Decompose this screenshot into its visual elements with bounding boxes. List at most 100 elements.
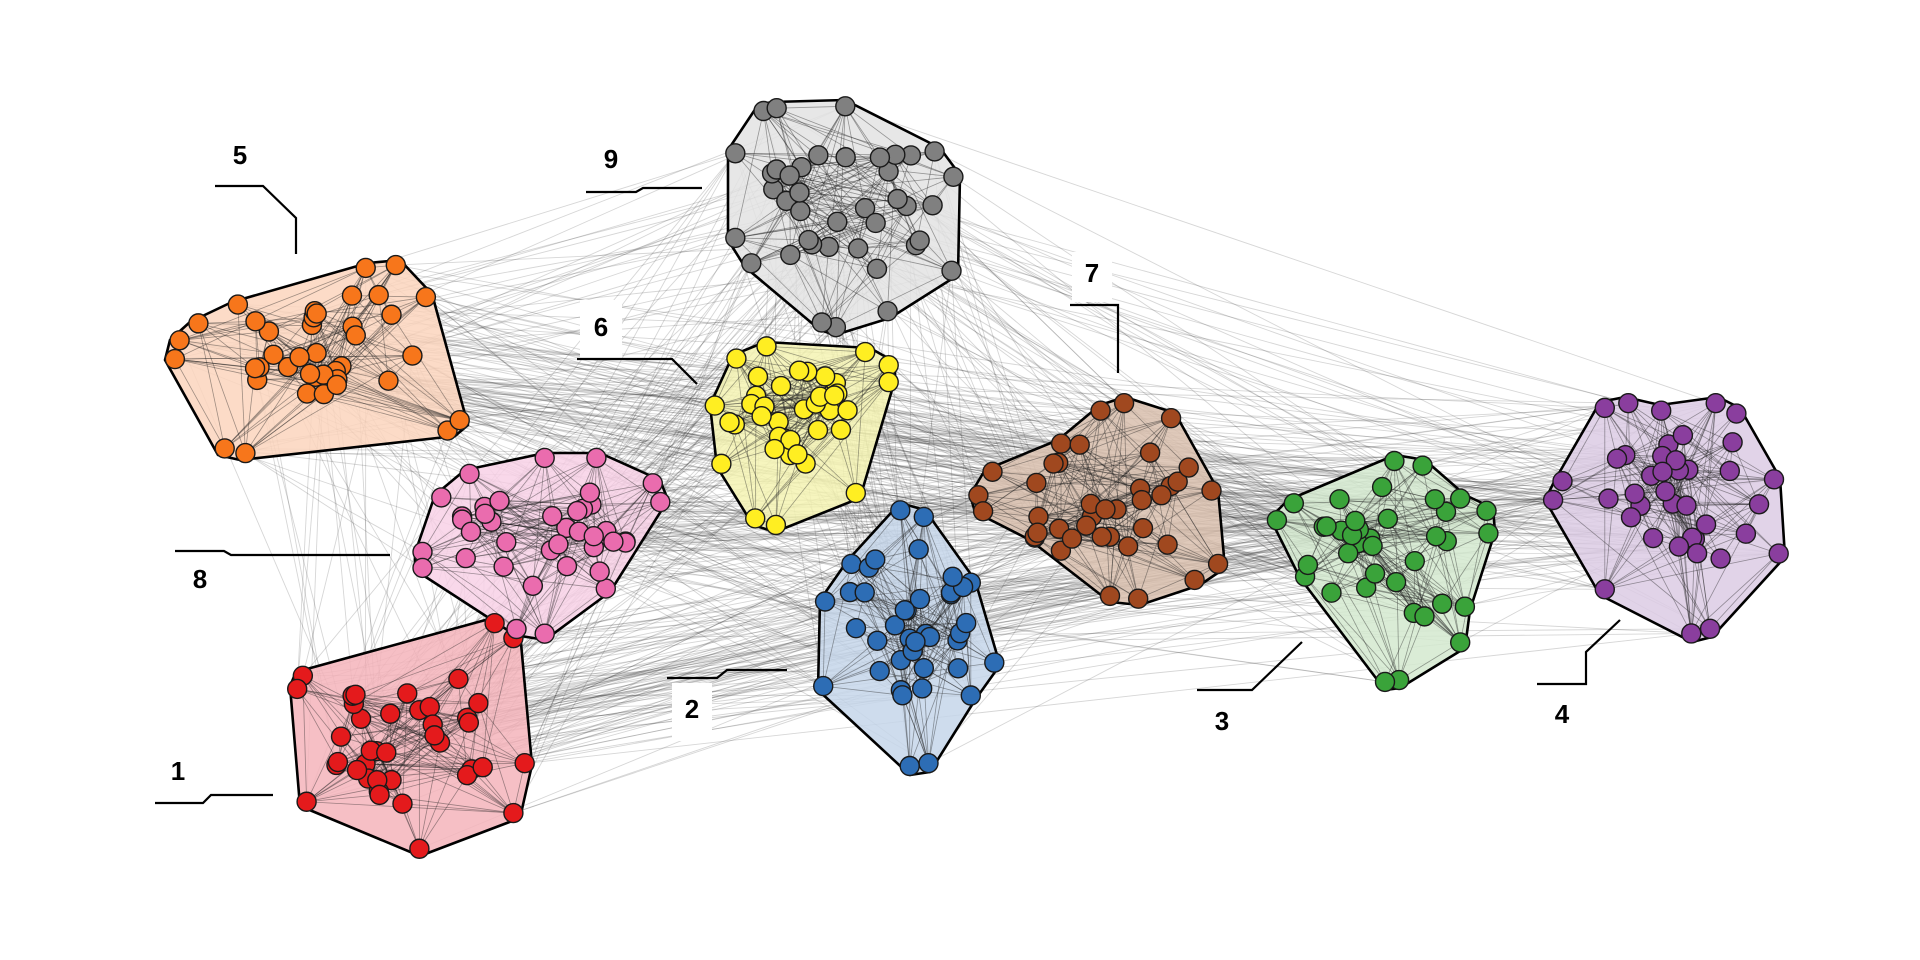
cluster-8-internal-edge <box>422 527 567 553</box>
cluster-4-internal-edge <box>1696 479 1775 554</box>
cluster-8-internal-edge <box>422 551 545 635</box>
cluster-4-node <box>1722 432 1743 453</box>
cluster-3-node <box>1431 593 1453 614</box>
cluster-1-node <box>296 791 317 812</box>
cluster-1-node <box>458 712 480 733</box>
cluster-2-callout: 2 <box>667 668 787 741</box>
cluster-5-node <box>381 304 402 325</box>
cluster-3-internal-edge <box>1366 542 1461 643</box>
cluster-3-node <box>1404 550 1425 572</box>
cluster-5-node <box>164 348 186 370</box>
cluster-2-internal-edge <box>823 685 903 696</box>
cluster-8-internal-edge <box>499 457 597 502</box>
cluster-9-node <box>941 260 962 281</box>
cluster-8-internal-edge <box>441 497 583 510</box>
cluster-3-internal-edge <box>1358 529 1489 534</box>
cluster-7-internal-edge <box>1053 463 1060 529</box>
cluster-9-internal-edge <box>776 108 830 248</box>
inter-cluster-edge <box>951 270 1101 412</box>
cluster-9-internal-edge <box>735 152 898 200</box>
cluster-4-node <box>1665 450 1687 471</box>
cluster-5-internal-edge <box>335 264 397 372</box>
cluster-1-internal-edge <box>458 678 525 764</box>
cluster-3-node <box>1377 508 1399 530</box>
cluster-4-node <box>1672 425 1694 446</box>
cluster-6-label: 6 <box>594 312 608 342</box>
cluster-9-internal-edge <box>790 254 888 312</box>
cluster-1-internal-edge <box>482 623 495 768</box>
cluster-9-node <box>835 147 856 168</box>
cluster-9-node <box>827 211 848 233</box>
cluster-2-internal-edge <box>899 510 958 641</box>
cluster-4-internal-edge <box>1665 470 1730 492</box>
inter-cluster-edge <box>566 537 1035 567</box>
cluster-3-internal-edge <box>1365 587 1400 681</box>
cluster-1-node <box>448 668 469 690</box>
cluster-4-internal-edge <box>1634 493 1711 629</box>
cluster-9-node <box>924 141 945 162</box>
cluster-9-internal-edge <box>800 198 898 212</box>
cluster-4-node <box>1606 448 1628 469</box>
cluster-4-node <box>1681 623 1702 644</box>
cluster-7-node <box>1050 433 1072 454</box>
cluster-6-internal-edge <box>754 364 890 519</box>
cluster-4-internal-edge <box>1634 410 1662 494</box>
inter-cluster-edge <box>467 503 1760 719</box>
cluster-7-node <box>1076 515 1097 536</box>
cluster-1-internal-edge <box>360 718 472 770</box>
cluster-7-node <box>1178 457 1199 478</box>
cluster-6-internal-edge <box>757 376 819 431</box>
cluster-9-label: 9 <box>604 144 618 174</box>
cluster-7-label-background <box>1072 252 1112 302</box>
inter-cluster-edge <box>302 153 736 677</box>
cluster-2-internal-edge <box>928 586 964 764</box>
cluster-5-leader-line <box>215 184 298 254</box>
inter-cluster-edge <box>447 376 759 431</box>
cluster-1-callout: 1 <box>155 756 273 805</box>
cluster-4-internal-edge <box>1652 537 1711 629</box>
cluster-1-node <box>380 703 401 724</box>
cluster-8-internal-edge <box>544 588 607 635</box>
cluster-7-internal-edge <box>982 452 1151 512</box>
inter-cluster-edge <box>365 267 916 643</box>
cluster-5-node <box>341 285 363 306</box>
cluster-4-internal-edge <box>1604 546 1680 590</box>
cluster-8-node <box>556 555 578 577</box>
cluster-1-internal-edge <box>367 717 468 779</box>
cluster-3-internal-edge <box>1395 511 1447 583</box>
inter-cluster-edge <box>378 294 762 417</box>
cluster-7-internal-edge <box>1079 444 1111 537</box>
inter-cluster-edge <box>376 533 1746 752</box>
cluster-3-internal-edge <box>1276 519 1349 554</box>
cluster-8-node <box>603 531 624 552</box>
cluster-2-internal-edge <box>923 516 967 624</box>
cluster-7-node <box>1026 472 1047 494</box>
cluster-3-internal-edge <box>1355 520 1489 534</box>
cluster-2-node <box>841 553 862 575</box>
cluster-5-internal-edge <box>255 320 448 431</box>
inter-cluster-edge <box>352 420 461 696</box>
cluster-9-internal-edge <box>821 246 830 323</box>
cluster-3-leader-line <box>1197 641 1303 692</box>
inter-cluster-edge <box>818 154 1692 634</box>
cluster-3-internal-edge <box>1394 460 1400 681</box>
cluster-2-internal-edge <box>823 640 958 687</box>
cluster-2-internal-edge <box>825 598 920 602</box>
cluster-8-node <box>583 526 604 547</box>
cluster-5-internal-edge <box>336 384 460 421</box>
cluster-8-internal-edge <box>516 565 568 630</box>
cluster-7-internal-edge <box>1058 462 1178 483</box>
cluster-2-internal-edge <box>962 586 995 663</box>
cluster-9-internal-edge <box>735 237 809 241</box>
cluster-9-node <box>887 188 908 210</box>
cluster-6-internal-edge <box>766 345 889 383</box>
cluster-5-internal-edge <box>352 326 460 421</box>
cluster-6-internal-edge <box>761 351 866 417</box>
inter-cluster-edge <box>932 204 1436 500</box>
cluster-5-internal-edge <box>179 331 269 341</box>
cluster-7-internal-edge <box>982 463 1054 512</box>
cluster-8-internal-edge <box>465 535 594 559</box>
cluster-9-internal-edge <box>800 157 881 212</box>
cluster-7-internal-edge <box>978 494 1038 534</box>
cluster-8-internal-edge <box>578 482 654 533</box>
